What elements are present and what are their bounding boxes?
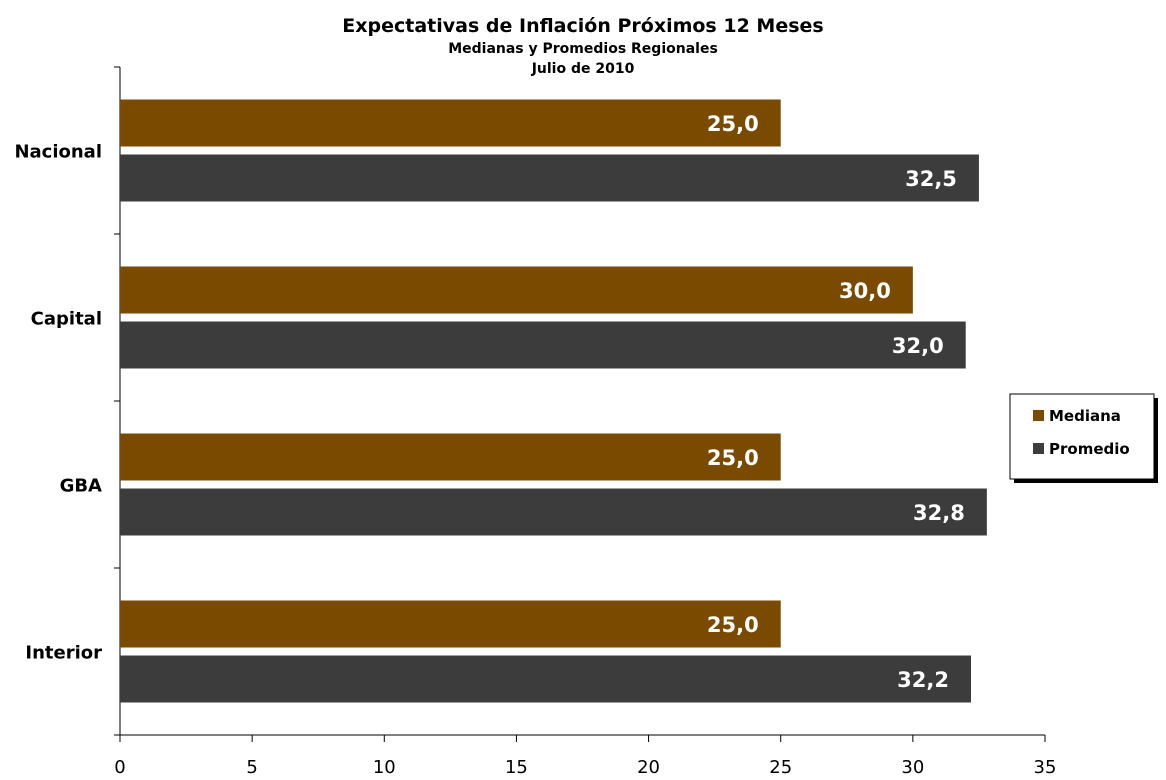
x-tick-label: 0 [114,757,125,778]
data-label: 25,0 [707,112,759,136]
legend: Mediana Promedio [1009,393,1158,483]
legend-box [1009,393,1155,480]
data-label: 25,0 [707,613,759,637]
bar-promedio [120,655,971,703]
bar-mediana [120,99,781,147]
legend-label-promedio: Promedio [1049,440,1130,458]
x-tick-label: 25 [769,757,792,778]
bar-mediana [120,600,781,648]
data-label: 30,0 [839,279,891,303]
x-tick-label: 5 [246,757,257,778]
legend-swatch-promedio [1033,443,1044,454]
plot-area: 0 5 10 15 20 25 30 35 Nacional 25,0 32,5 Capital 30,… [14,66,1057,778]
legend-label-mediana: Mediana [1049,407,1121,425]
category-label: Capital [31,309,102,330]
chart-subtitle: Medianas y Promedios Regionales [448,41,718,57]
chart-title: Expectativas de Inflación Próximos 12 Me… [342,15,823,37]
x-tick-label: 10 [373,757,396,778]
category-label: Interior [25,643,102,664]
category-label: GBA [60,476,102,497]
category-label: Nacional [14,142,102,163]
data-label: 25,0 [707,446,759,470]
bar-promedio [120,488,987,536]
x-tick-label: 15 [505,757,528,778]
bar-promedio [120,154,979,202]
data-label: 32,0 [892,334,944,358]
x-tick-label: 35 [1034,757,1057,778]
chart-subtitle-date: Julio de 2010 [531,61,635,77]
legend-swatch-mediana [1033,410,1044,421]
x-tick-label: 20 [637,757,660,778]
data-label: 32,8 [913,501,965,525]
data-label: 32,5 [905,167,957,191]
data-label: 32,2 [897,668,949,692]
bar-promedio [120,321,966,369]
bar-mediana [120,266,913,314]
bar-mediana [120,433,781,481]
x-tick-label: 30 [901,757,924,778]
